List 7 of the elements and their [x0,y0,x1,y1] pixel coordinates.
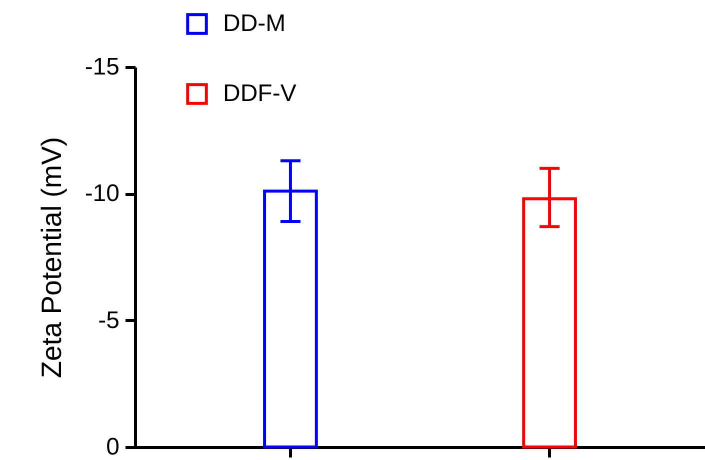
y-tick-label: -5 [98,306,120,334]
legend-label: DDF-V [223,80,296,107]
legend-label: DD-M [223,10,286,37]
y-axis-title: Zeta Potential (mV) [36,136,67,378]
y-tick-label: -15 [84,54,120,80]
y-tick-label: -10 [84,180,120,208]
y-tick-label: 0 [106,434,120,460]
